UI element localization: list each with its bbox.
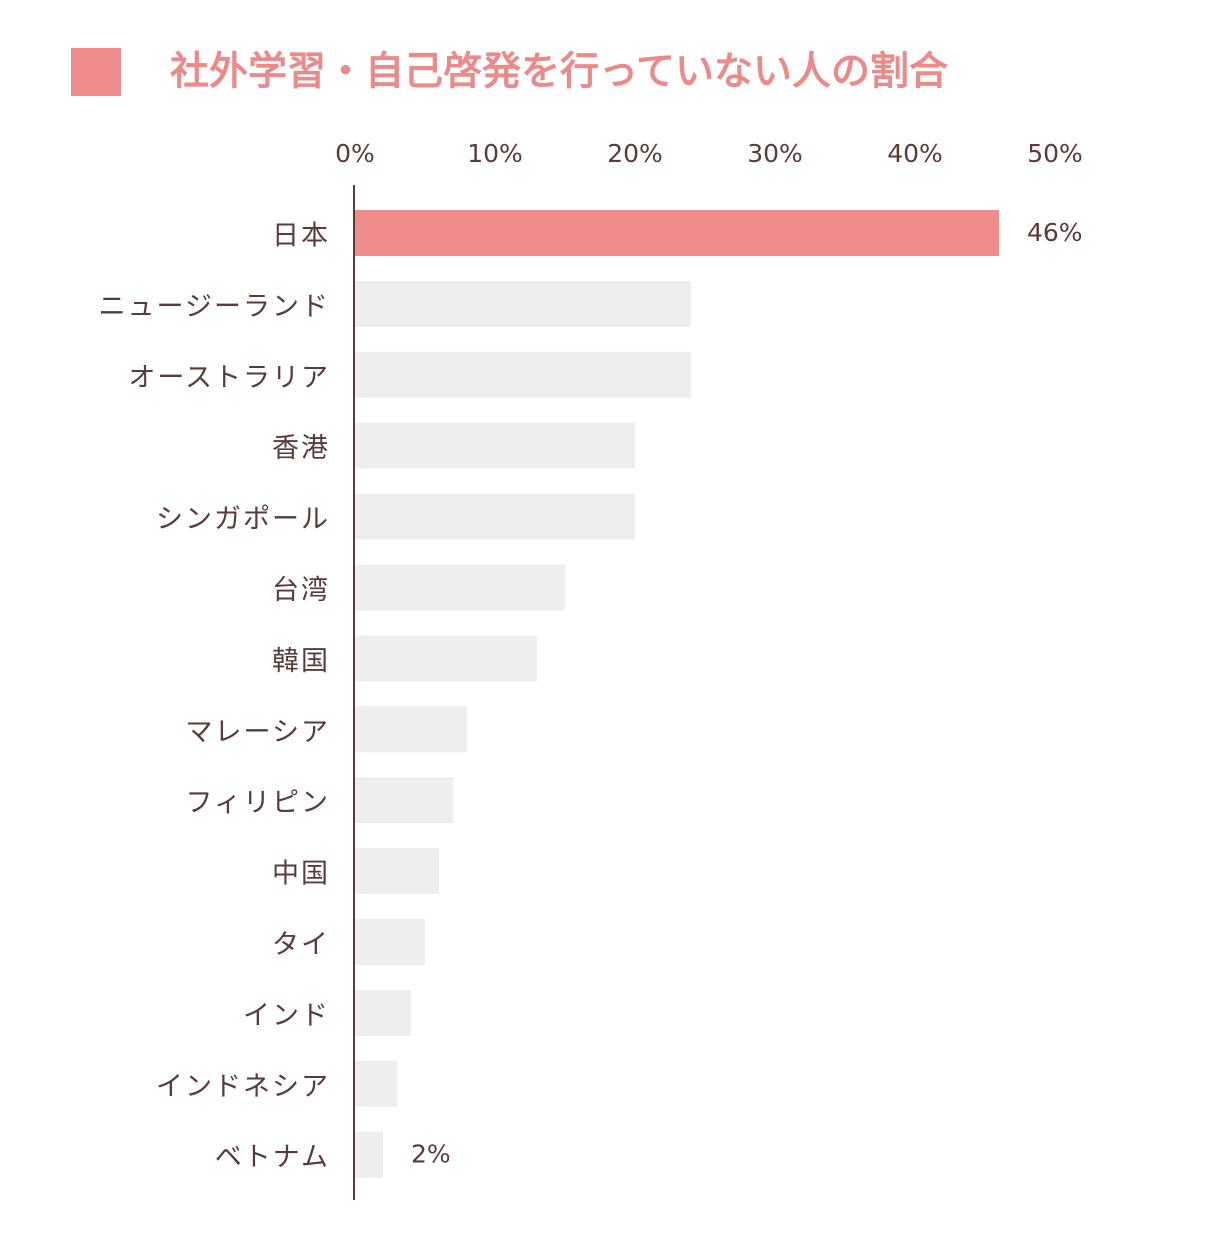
x-tick-label: 0%	[335, 139, 375, 168]
x-tick-label: 30%	[747, 139, 803, 168]
bar	[355, 848, 439, 895]
bar	[355, 777, 453, 824]
chart-title: 社外学習・自己啓発を行っていない人の割合	[170, 50, 948, 95]
title-marker	[71, 48, 121, 96]
category-label: インドネシア	[156, 1071, 330, 1102]
bar	[355, 564, 565, 611]
value-label: 2%	[411, 1140, 451, 1169]
category-label: ベトナム	[215, 1142, 330, 1173]
bar	[355, 1060, 397, 1107]
bar	[355, 706, 467, 753]
category-label: タイ	[272, 930, 330, 961]
x-tick-label: 10%	[467, 139, 523, 168]
bar	[355, 989, 411, 1036]
category-label: オーストラリア	[128, 362, 330, 393]
category-label: 台湾	[272, 575, 330, 606]
category-label: 香港	[272, 433, 330, 464]
x-tick-label: 20%	[607, 139, 663, 168]
bar	[355, 635, 537, 682]
category-label: 日本	[272, 221, 330, 252]
bar	[355, 351, 691, 398]
bar	[355, 919, 425, 965]
bar	[355, 1131, 383, 1178]
category-label: インド	[243, 1000, 330, 1031]
bar	[355, 493, 635, 540]
bar	[355, 280, 691, 327]
bar	[355, 210, 999, 256]
category-label: マレーシア	[186, 717, 330, 748]
category-label: シンガポール	[156, 504, 330, 535]
category-label: 韓国	[272, 646, 330, 677]
category-label: フィリピン	[186, 788, 330, 819]
category-label: 中国	[272, 859, 330, 890]
x-tick-label: 50%	[1027, 139, 1083, 168]
x-tick-label: 40%	[887, 139, 943, 168]
value-label: 46%	[1027, 218, 1083, 247]
category-label: ニュージーランド	[99, 291, 330, 322]
bar	[355, 422, 635, 469]
